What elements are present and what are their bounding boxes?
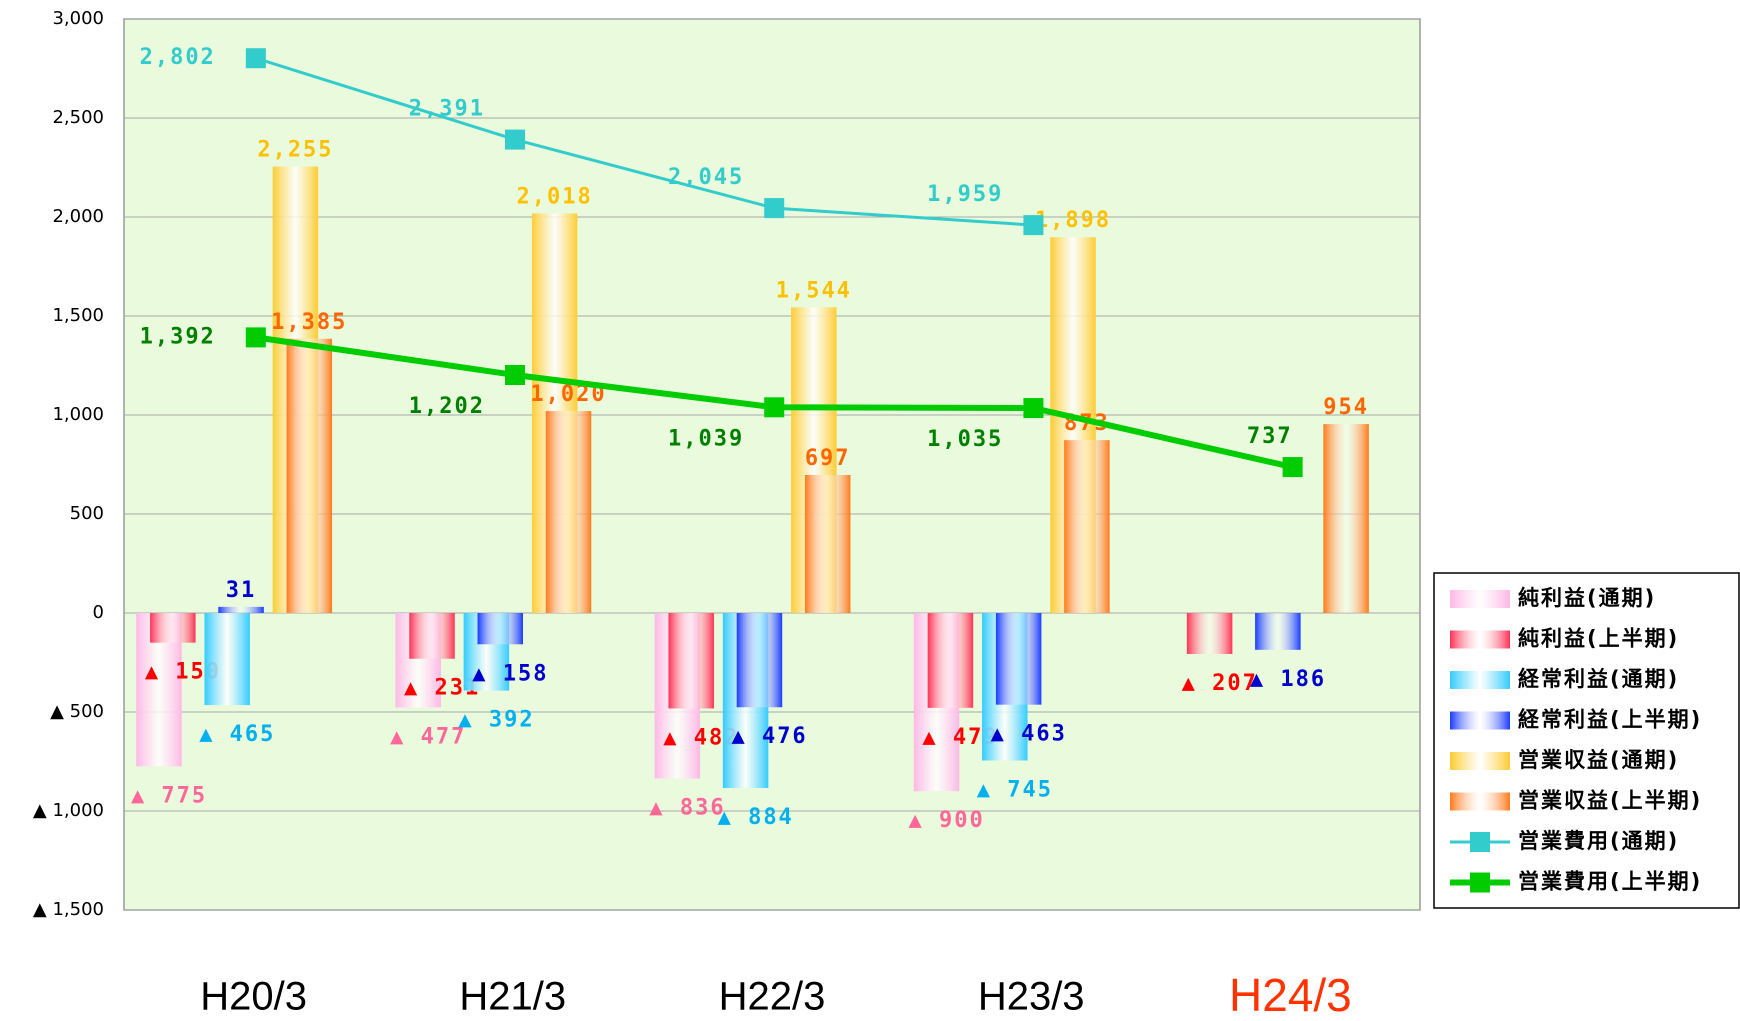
y-tick-label: 1,500	[52, 305, 104, 326]
bar	[218, 606, 264, 613]
line-marker	[245, 327, 266, 348]
bar	[927, 613, 974, 708]
bar	[204, 613, 250, 706]
x-tick-label: H24/3	[1229, 969, 1352, 1021]
data-label: ▲ 476	[731, 724, 807, 749]
data-label: 1,039	[668, 426, 744, 451]
plot-area	[123, 18, 1421, 911]
data-label: 1,898	[1035, 208, 1111, 233]
legend-marker	[1470, 872, 1490, 893]
bar	[1255, 613, 1301, 650]
data-label: ▲ 775	[131, 783, 207, 808]
legend-swatch	[1450, 590, 1510, 608]
legend-swatch	[1450, 711, 1510, 730]
legend-swatch	[1450, 671, 1510, 689]
bar	[1323, 424, 1369, 613]
y-tick-label: 0	[93, 602, 104, 623]
data-label: ▲ 186	[1250, 667, 1326, 692]
data-label: ▲ 465	[199, 722, 275, 747]
legend-swatch	[1450, 792, 1510, 811]
data-label: 1,202	[409, 394, 485, 419]
bar	[668, 613, 714, 709]
data-label: 697	[805, 446, 851, 471]
bar	[409, 613, 455, 659]
legend-label: 経常利益(通期)	[1518, 667, 1679, 691]
line-marker	[1023, 215, 1044, 236]
data-label: 31	[226, 578, 257, 603]
data-label: 2,045	[668, 165, 744, 190]
bar	[150, 613, 196, 643]
legend-swatch	[1450, 630, 1510, 649]
data-label: ▲ 158	[472, 661, 548, 686]
legend-label: 営業費用(上半期)	[1518, 870, 1702, 894]
y-tick-label: ▲ 1,500	[33, 899, 104, 920]
data-label: 2,802	[140, 45, 216, 70]
data-label: ▲ 884	[718, 805, 794, 830]
bar	[286, 338, 333, 613]
data-label: 1,392	[140, 324, 216, 349]
legend	[1433, 572, 1740, 909]
line-marker	[505, 365, 526, 386]
legend-label: 純利益(上半期)	[1518, 627, 1679, 651]
legend-label: 経常利益(上半期)	[1518, 708, 1702, 732]
data-label: 2,018	[517, 184, 593, 209]
data-label: ▲ 463	[991, 722, 1067, 747]
y-tick-label: 500	[70, 503, 104, 524]
legend-marker	[1470, 832, 1490, 852]
line	[255, 56, 1034, 227]
legend-label: 営業収益(通期)	[1518, 748, 1679, 772]
y-tick-label: 2,000	[52, 206, 104, 227]
legend-label: 純利益(通期)	[1518, 586, 1656, 610]
line-marker	[245, 48, 266, 69]
data-label: 737	[1247, 424, 1293, 449]
y-tick-label: 2,500	[52, 107, 104, 128]
line-marker	[505, 129, 526, 150]
x-tick-label: H22/3	[719, 975, 826, 1019]
bar	[995, 613, 1042, 705]
x-tick-label: H20/3	[200, 975, 307, 1019]
bar	[804, 474, 851, 613]
y-tick-label: ▲ 1,000	[33, 800, 104, 821]
legend-swatch	[1450, 752, 1510, 770]
data-label: 1,544	[776, 278, 852, 303]
bar	[736, 613, 783, 708]
bar	[545, 411, 592, 613]
x-tick-label: H21/3	[459, 975, 566, 1019]
data-label: ▲ 745	[977, 778, 1053, 803]
y-tick-label: ▲ 500	[50, 701, 104, 722]
data-label: 1,385	[271, 310, 347, 335]
legend-label: 営業収益(上半期)	[1518, 789, 1702, 813]
legend-label: 営業費用(通期)	[1518, 829, 1679, 853]
y-tick-label: 3,000	[52, 8, 104, 29]
y-tick-label: 1,000	[52, 404, 104, 425]
line-marker	[1282, 457, 1303, 478]
data-label: ▲ 900	[909, 808, 985, 833]
data-label: 954	[1323, 395, 1369, 420]
data-label: 2,255	[257, 138, 333, 163]
line-marker	[764, 198, 785, 219]
data-label: 1,959	[927, 182, 1003, 207]
bar	[477, 613, 524, 645]
data-label: ▲ 207	[1182, 671, 1258, 696]
data-label: 2,391	[409, 97, 485, 122]
data-label: ▲ 477	[390, 724, 466, 749]
line-marker	[764, 397, 785, 418]
data-label: 1,035	[927, 427, 1003, 452]
bar	[1064, 440, 1110, 613]
bar	[1186, 613, 1233, 654]
x-tick-label: H23/3	[978, 975, 1085, 1019]
data-label: ▲ 392	[458, 708, 534, 733]
line-marker	[1023, 398, 1044, 419]
data-label: ▲ 836	[649, 796, 725, 821]
